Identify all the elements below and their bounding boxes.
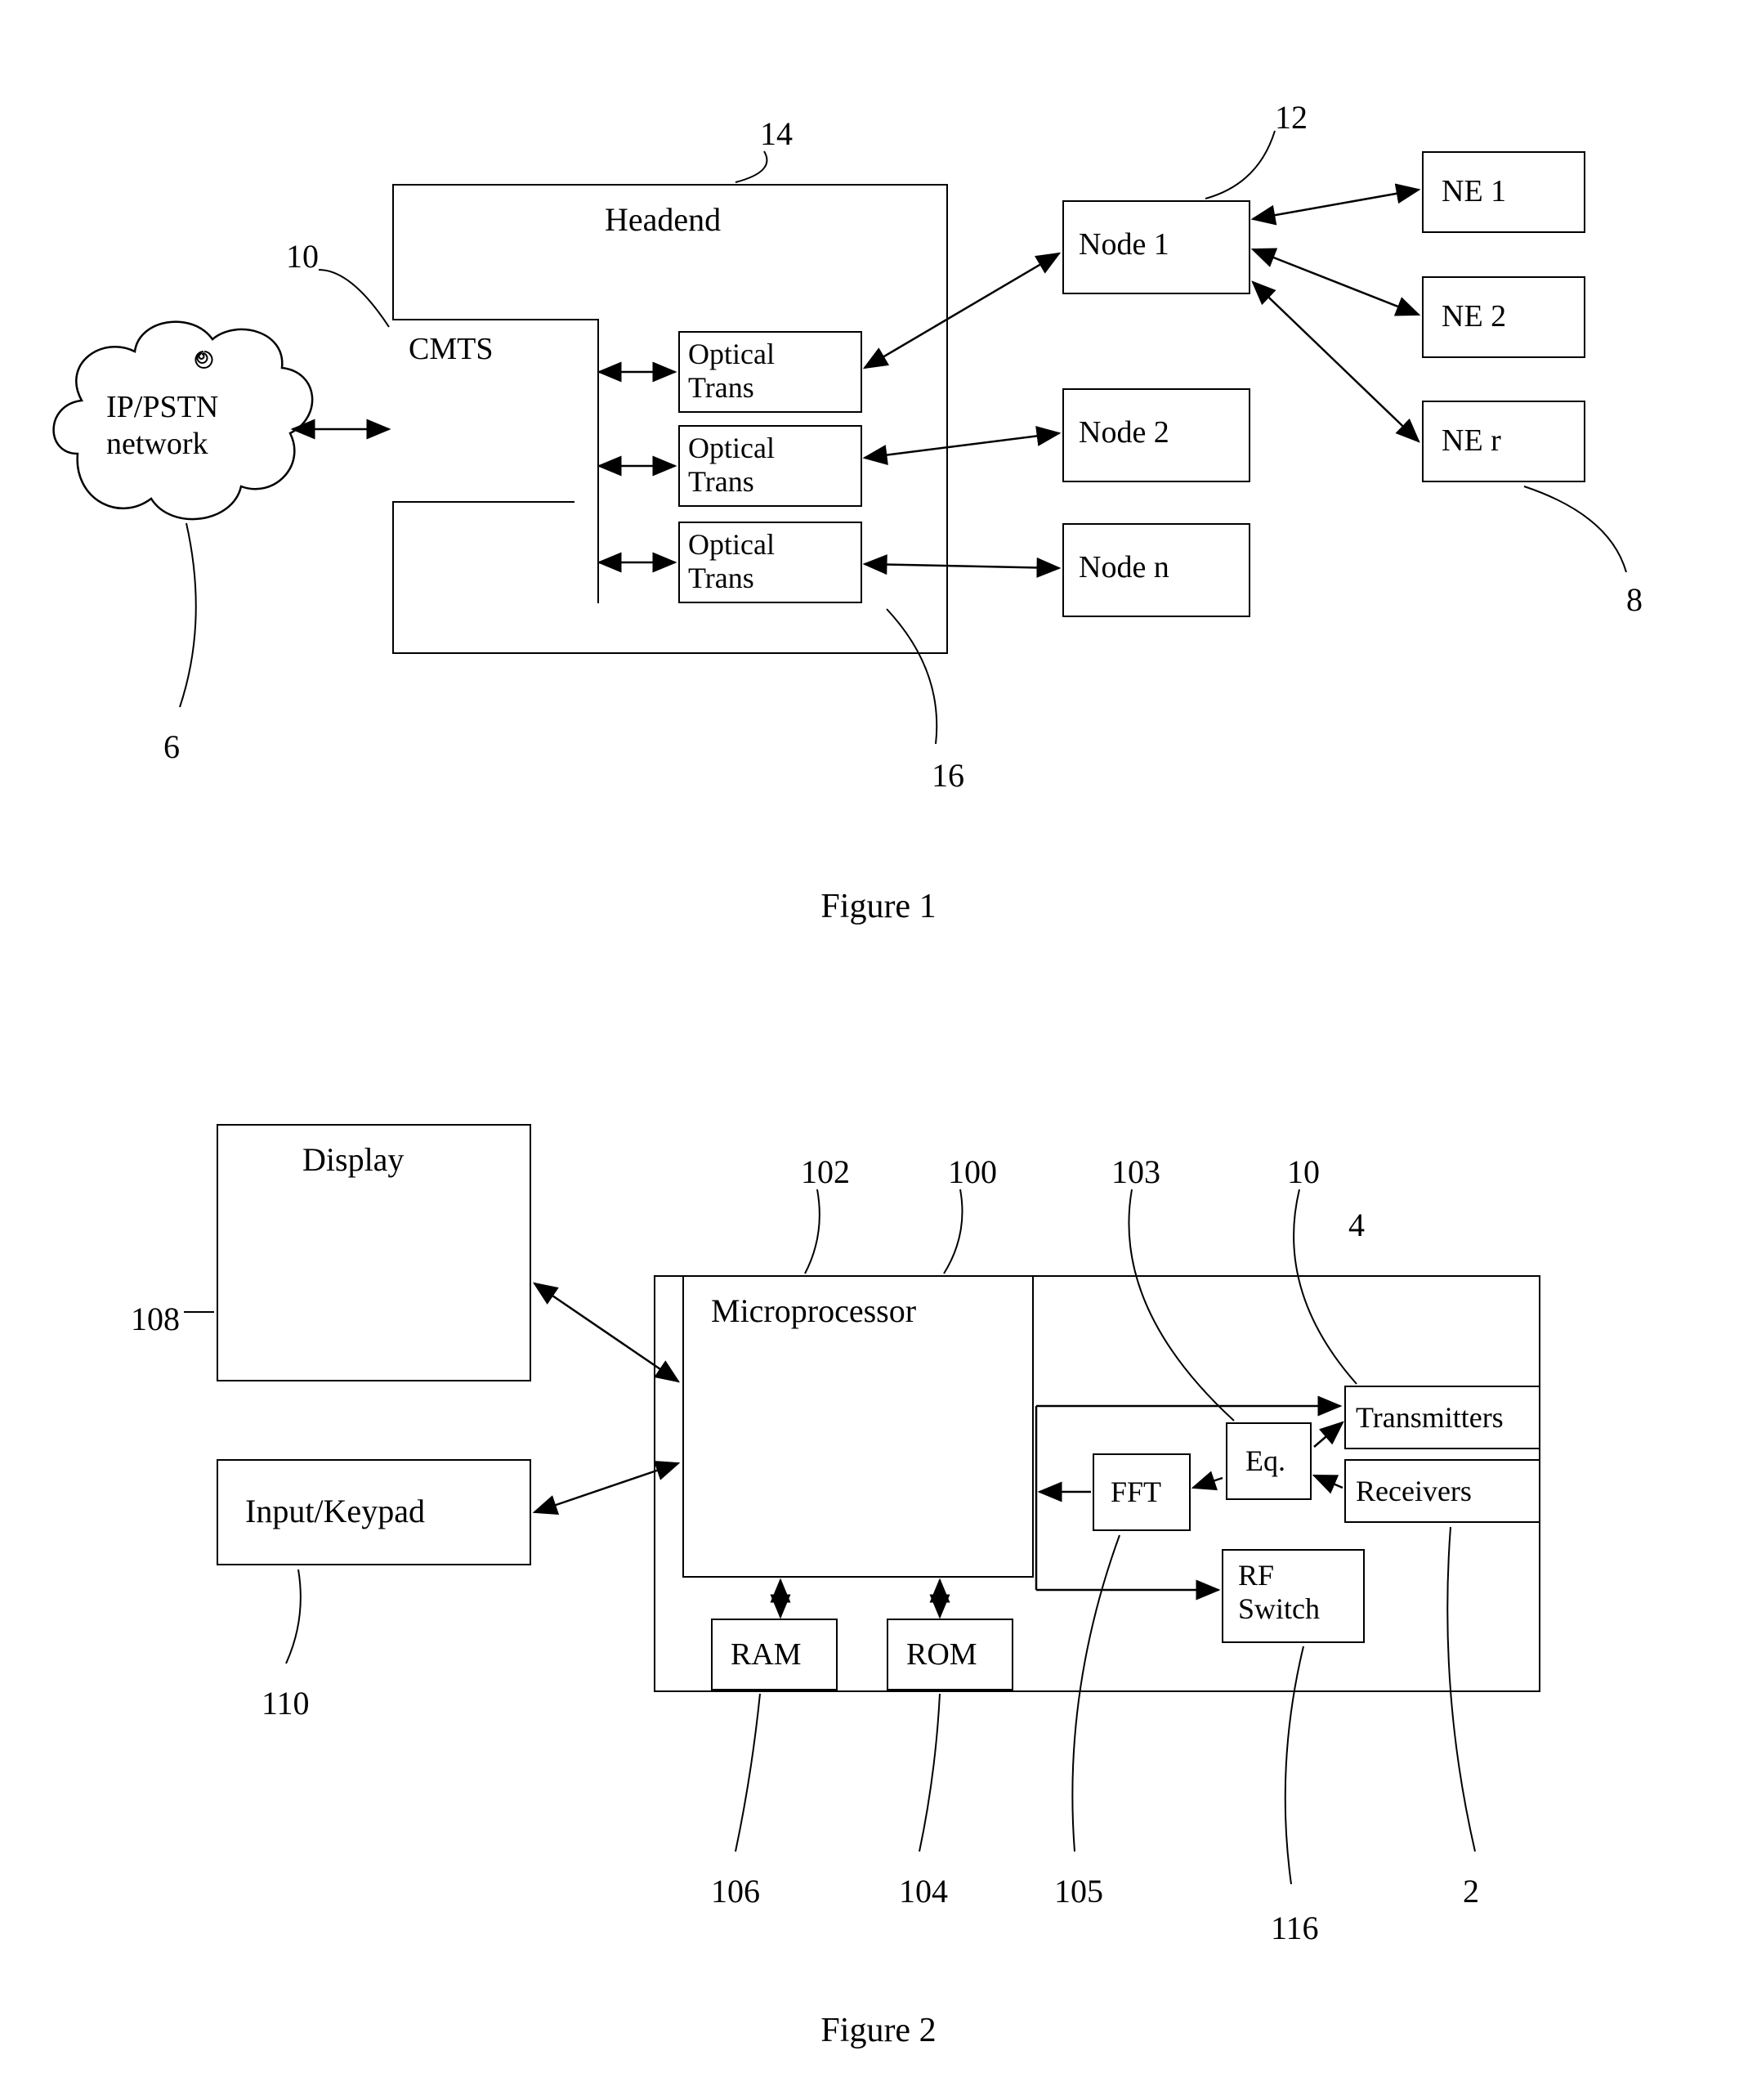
callout-8: 8 [1626,580,1643,619]
ram-label: RAM [731,1637,854,1672]
leader [735,1694,760,1851]
optical-trans-1: Optical Trans [678,331,862,413]
node-1-label: Node 1 [1079,226,1263,262]
optical-trans-3: Optical Trans [678,522,862,603]
receivers-box: Receivers [1344,1459,1540,1523]
callout-102: 102 [801,1153,850,1191]
page: Headend CMTS Optical Trans Optical Trans… [0,0,1757,2100]
callout-4: 4 [1348,1206,1365,1244]
figure-2-caption: Figure 2 [0,2011,1757,2050]
callout-106: 106 [711,1872,760,1910]
headend-label: Headend [605,200,721,239]
node-1: Node 1 [1062,200,1250,294]
transmitters-box: Transmitters [1344,1386,1540,1449]
node-2: Node 2 [1062,388,1250,482]
optical-trans-2: Optical Trans [678,425,862,507]
leader [735,151,767,182]
rf-switch-box: RF Switch [1222,1549,1365,1643]
optical-trans-3-label: Optical Trans [688,528,869,596]
ne-r: NE r [1422,401,1585,482]
arrow [1253,249,1419,315]
receivers-label: Receivers [1356,1474,1549,1508]
callout-2: 2 [1463,1872,1479,1910]
ne-r-label: NE r [1442,423,1602,459]
figure-1-caption: Figure 1 [0,887,1757,926]
arrow [1253,190,1419,219]
ram-box: RAM [711,1619,838,1690]
callout-16: 16 [932,756,964,795]
callout-100: 100 [948,1153,997,1191]
callout-10b: 10 [1287,1153,1320,1191]
eq-label: Eq. [1245,1444,1328,1478]
fft-label: FFT [1111,1475,1205,1509]
callout-108: 108 [131,1300,180,1338]
node-n-label: Node n [1079,549,1263,585]
keypad-label: Input/Keypad [245,1492,425,1530]
callout-105: 105 [1054,1872,1103,1910]
optical-trans-1-label: Optical Trans [688,338,869,405]
rf-switch-label: RF Switch [1238,1559,1378,1627]
leader [319,270,389,327]
ne-1-label: NE 1 [1442,173,1602,209]
display-label: Display [302,1140,404,1179]
arrow [1253,282,1419,441]
rom-label: ROM [906,1637,1030,1672]
ne-2-label: NE 2 [1442,298,1602,334]
callout-103: 103 [1111,1153,1160,1191]
callout-14: 14 [760,114,793,153]
leader [180,523,196,707]
leader [1205,131,1275,199]
leader [919,1694,940,1851]
cmts-label: CMTS [409,331,493,367]
eq-box: Eq. [1226,1422,1312,1500]
leader [805,1189,820,1274]
callout-116: 116 [1271,1909,1319,1947]
microprocessor-label: Microprocessor [711,1292,916,1330]
ne-1: NE 1 [1422,151,1585,233]
rom-box: ROM [887,1619,1013,1690]
cloud-label-2: network [106,427,208,461]
optical-trans-2-label: Optical Trans [688,432,869,499]
cloud-icon [54,322,313,519]
callout-10: 10 [286,237,319,275]
fft-box: FFT [1093,1453,1191,1531]
cmts-stem [574,319,599,603]
node-n: Node n [1062,523,1250,617]
node-2-label: Node 2 [1079,414,1263,450]
transmitters-label: Transmitters [1356,1400,1549,1435]
cloud-label-1: IP/PSTN [106,390,218,424]
callout-104: 104 [899,1872,948,1910]
leader [286,1569,301,1663]
callout-110: 110 [262,1684,310,1722]
leader [1524,486,1626,572]
ne-2: NE 2 [1422,276,1585,358]
callout-6: 6 [163,728,180,766]
callout-12: 12 [1275,98,1308,137]
leader [944,1189,963,1274]
